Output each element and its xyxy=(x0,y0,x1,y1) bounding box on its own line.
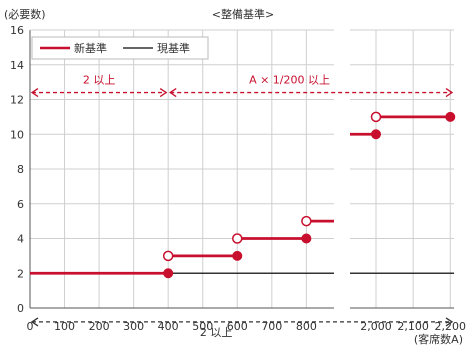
y-tick-label: 0 xyxy=(17,302,24,315)
x-tick-label: 600 xyxy=(227,320,248,333)
legend-box xyxy=(31,36,209,60)
legend-label-new: 新基準 xyxy=(74,41,107,55)
grid xyxy=(30,29,454,308)
data-points xyxy=(162,111,456,279)
y-tick-label: 4 xyxy=(17,233,24,246)
y-tick-label: 8 xyxy=(17,163,24,176)
filled-point xyxy=(301,233,312,244)
legend-label-current: 現基準 xyxy=(157,41,190,55)
annotation-label: 2 以上 xyxy=(200,326,233,339)
filled-point xyxy=(163,268,174,279)
x-tick-label: 700 xyxy=(261,320,282,333)
x-tick-label: 100 xyxy=(54,320,75,333)
x-tick-label: 300 xyxy=(123,320,144,333)
y-axis-label: (必要数) xyxy=(4,8,46,21)
annotation-label: A × 1/200 以上 xyxy=(249,74,330,87)
y-tick-label: 16 xyxy=(10,24,24,37)
x-axis-label: (客席数A) xyxy=(414,332,463,346)
axes: 0 2 4 6 8 10 12 14 16 0 100 200 300 400 500 600 700 800 2,… xyxy=(10,24,466,333)
annotations: 2 以上 A × 1/200 以上 2 以上 xyxy=(30,74,454,339)
annotation-arrowhead xyxy=(445,88,454,98)
y-tick-label: 6 xyxy=(17,198,24,211)
y-tick-label: 14 xyxy=(10,59,24,72)
open-point xyxy=(301,215,312,227)
x-tick-label: 2,100 xyxy=(397,320,429,333)
filled-point xyxy=(232,250,243,261)
y-tick-label: 2 xyxy=(17,267,24,280)
y-tick-label: 12 xyxy=(10,94,24,107)
x-tick-label: 200 xyxy=(89,320,110,333)
x-tick-label: 2,000 xyxy=(360,320,392,333)
filled-point xyxy=(445,111,456,122)
annotation-arrowhead xyxy=(159,88,168,98)
open-point xyxy=(370,111,382,123)
chart-title: <整備基準> xyxy=(212,7,274,21)
x-tick-label: 0 xyxy=(27,320,34,333)
annotation-arrowhead xyxy=(30,317,39,327)
open-point xyxy=(162,250,174,262)
x-tick-label: 500 xyxy=(192,320,213,333)
annotation-arrowhead xyxy=(445,317,454,327)
x-tick-label: 2,200 xyxy=(435,320,466,333)
open-point xyxy=(232,233,243,244)
x-tick-label: 800 xyxy=(296,320,317,333)
annotation-label: 2 以上 xyxy=(83,74,116,87)
annotation-arrowhead xyxy=(30,88,39,98)
legend: 新基準 現基準 xyxy=(31,36,209,60)
y-tick-label: 10 xyxy=(10,128,24,141)
annotation-arrowhead xyxy=(169,88,177,98)
series-lines xyxy=(30,115,454,275)
x-tick-label: 400 xyxy=(158,320,179,333)
filled-point xyxy=(371,129,381,140)
